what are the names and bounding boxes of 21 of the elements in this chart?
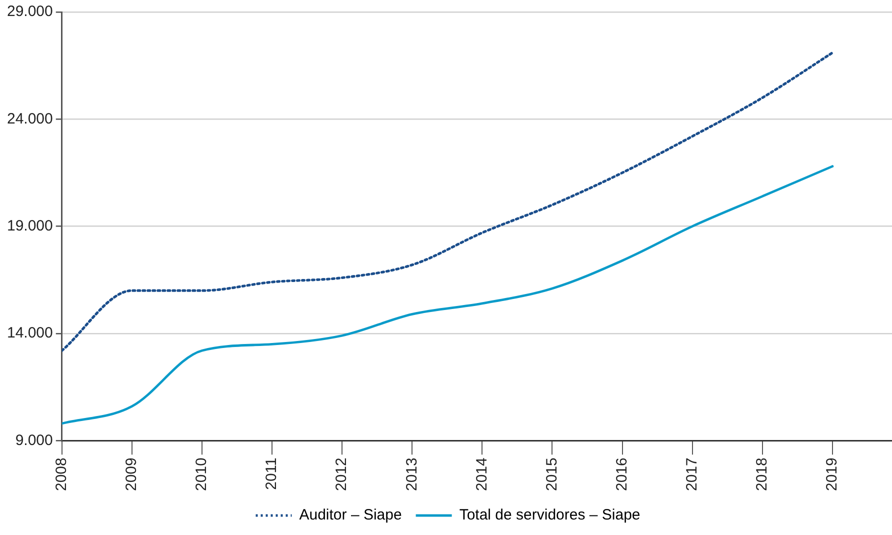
x-tick-label: 2011: [263, 458, 280, 490]
line-series: [62, 165, 834, 425]
y-tick-label: 19.000: [6, 217, 53, 234]
x-tick-label: 2014: [473, 458, 490, 492]
x-tick-label: 2008: [53, 458, 70, 492]
y-tick-label: 14.000: [6, 324, 53, 342]
y-tick-label: 9.000: [15, 432, 53, 449]
x-tick-label: 2012: [333, 458, 350, 492]
x-tick-label: 2009: [123, 458, 140, 492]
x-tick-label: 2016: [613, 458, 630, 492]
x-tick-label: 2018: [754, 458, 771, 492]
legend-label: Auditor – Siape: [299, 506, 402, 524]
x-tick-label: 2017: [683, 458, 700, 492]
line-series: [62, 51, 834, 352]
x-tick-label: 2019: [824, 458, 841, 492]
x-tick-label: 2010: [193, 458, 210, 492]
x-tick-label: 2013: [403, 458, 420, 492]
y-tick-label: 29.000: [6, 3, 53, 20]
x-tick-label: 2015: [543, 458, 560, 492]
y-tick-label: 24.000: [6, 110, 53, 128]
legend-label: Total de servidores – Siape: [459, 506, 640, 524]
